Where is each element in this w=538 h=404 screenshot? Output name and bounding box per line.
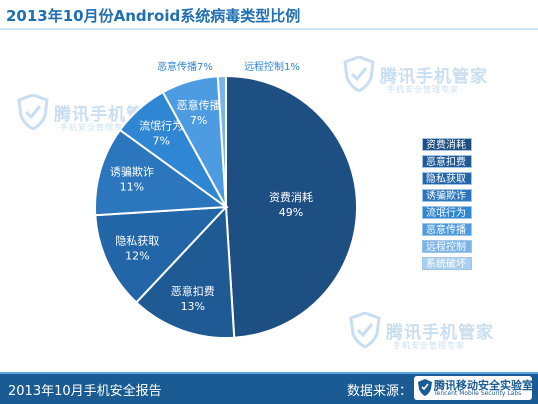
shield-watermark-icon [17, 94, 49, 130]
slice-value-label: 7% [152, 134, 169, 147]
pie-slice [94, 205, 229, 304]
slice-value-label: 11% [120, 181, 144, 194]
footer-accent-line [0, 372, 538, 374]
legend-item: 隐私获取 [422, 172, 472, 185]
slice-label: 恶意传播 [177, 98, 221, 112]
legend-item: 恶意扣费 [422, 155, 472, 168]
pie-slice [225, 74, 359, 339]
pie-slice [216, 74, 227, 208]
slice-label: 资费消耗 [269, 190, 313, 204]
lab-name: 腾讯移动安全实验室 [434, 379, 533, 392]
slice-label: 恶意扣费 [171, 284, 215, 298]
pie-slice [134, 204, 236, 339]
chart-title: 2013年10月份Android系统病毒类型比例 [6, 7, 301, 25]
lab-subtitle: Tencent Mobile Security Labs [434, 390, 522, 397]
chart-legend: 资费消耗恶意扣费隐私获取诱骗欺诈流氓行为恶意传播远程控制系统破坏 [422, 138, 472, 274]
legend-item: 流氓行为 [422, 206, 472, 219]
watermark-tagline: 手机安全管理专家 [387, 85, 459, 94]
legend-item: 资费消耗 [422, 138, 472, 151]
slice-value-label: 13% [181, 300, 205, 313]
watermark-text: 腾讯手机管家 [386, 323, 494, 343]
footer-bar: 2013年10月手机安全报告 数据来源： 腾讯移动安全实验室 Tencent M… [0, 372, 538, 404]
slice-outside-label: 远程控制1% [244, 60, 300, 73]
legend-item: 恶意传播 [422, 223, 472, 236]
watermark-tagline: 手机安全管理专家 [393, 341, 465, 350]
watermark-text: 腾讯手机管家 [380, 67, 488, 87]
slice-outside-label: 恶意传播7% [157, 60, 213, 73]
legend-item: 诱骗欺诈 [422, 189, 472, 202]
lab-logo: 腾讯移动安全实验室 Tencent Mobile Security Labs [414, 376, 533, 400]
watermark-tagline: 手机安全管理专家 [60, 123, 132, 132]
slice-value-label: 12% [125, 250, 149, 263]
slice-label: 诱骗欺诈 [110, 165, 154, 179]
shield-watermark-icon [349, 312, 381, 348]
slice-value-label: 49% [279, 206, 303, 219]
shield-logo-icon [418, 379, 432, 396]
pie-slice [94, 128, 229, 217]
slice-label: 流氓行为 [139, 118, 183, 132]
slice-label: 隐私获取 [115, 235, 159, 248]
footer-source-label: 数据来源： [347, 384, 413, 399]
legend-item: 远程控制 [422, 240, 472, 253]
legend-item: 系统破坏 [422, 257, 472, 270]
footer-report-title: 2013年10月手机安全报告 [8, 384, 162, 399]
pie-chart: 资费消耗49%恶意扣费13%隐私获取12%诱骗欺诈11%流氓行为7%恶意传播7%… [94, 60, 359, 339]
shield-watermark-icon [343, 56, 375, 92]
title-divider [0, 28, 538, 30]
slice-value-label: 7% [190, 114, 207, 127]
